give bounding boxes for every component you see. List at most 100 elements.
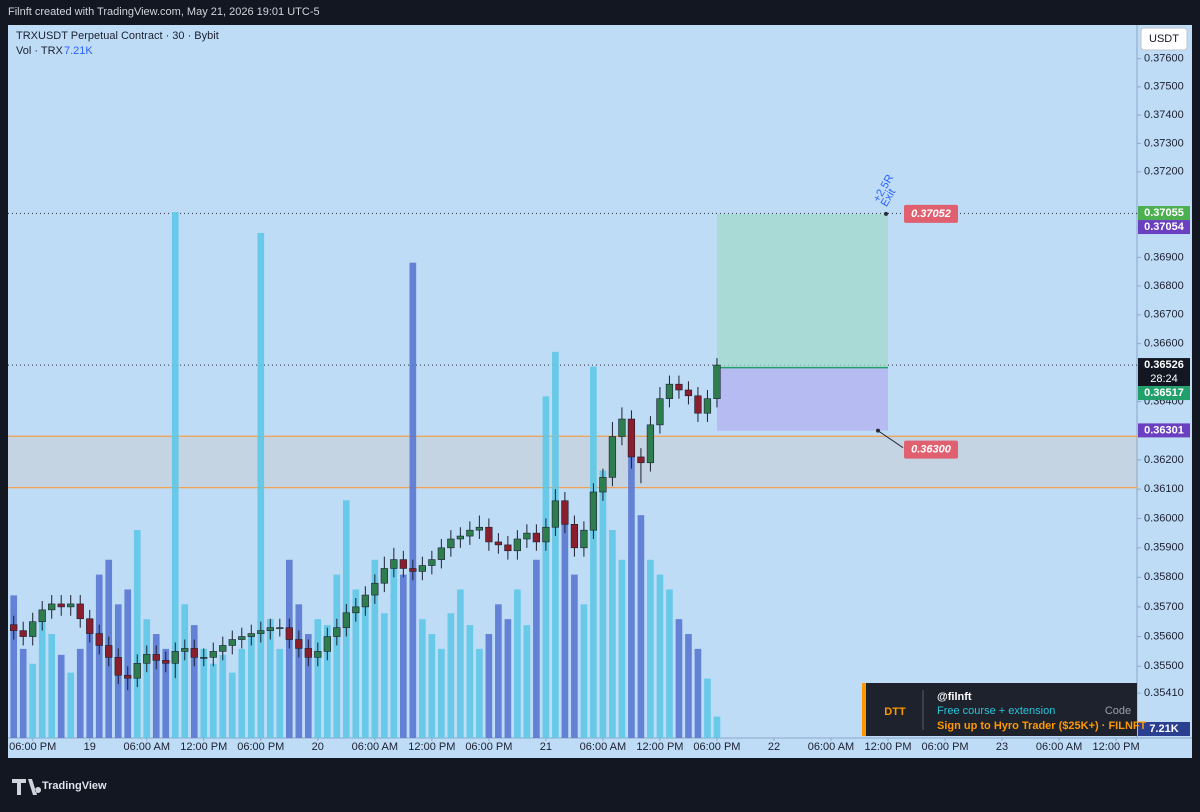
y-tick-label: 0.35700 (1144, 601, 1184, 613)
candle-body (333, 627, 341, 637)
x-tick-label: 12:00 PM (1093, 741, 1140, 753)
candle-body (86, 618, 94, 634)
currency-box[interactable] (1140, 27, 1188, 51)
volume-bar (428, 634, 436, 738)
candle-body (314, 651, 322, 658)
candle-body (247, 633, 255, 637)
candle-body (105, 645, 113, 658)
x-tick-label: 06:00 PM (237, 741, 284, 753)
candle-body (190, 648, 198, 658)
volume-bar (266, 619, 274, 738)
volume-bar (133, 530, 141, 738)
promo-handle: @filnft (937, 691, 972, 703)
price-tag (1138, 423, 1190, 438)
volume-bar (162, 648, 170, 738)
candle-body (608, 436, 617, 478)
volume-bar (523, 625, 531, 738)
candle-body (48, 603, 56, 611)
volume-bar (533, 559, 540, 738)
candle-body (209, 651, 217, 658)
candle-body (618, 418, 626, 437)
y-tick-label: 0.37200 (1144, 166, 1184, 178)
candle-body (646, 424, 655, 464)
volume-bar (390, 559, 398, 738)
y-tick-label: 0.35600 (1144, 630, 1184, 642)
candle-body (409, 568, 417, 572)
price-tag-label: 0.36526 (1144, 359, 1184, 371)
header: Filnft created with TradingView.com, May… (8, 6, 320, 18)
y-tick-label: 0.35800 (1144, 571, 1184, 583)
x-tick-label: 06:00 AM (580, 741, 626, 753)
volume-bar (419, 619, 426, 738)
volume-bar (476, 648, 483, 738)
candle-body (542, 526, 550, 543)
x-tick-label: 12:00 PM (408, 741, 455, 753)
x-tick-label: 12:00 PM (180, 741, 227, 753)
candle-body (703, 398, 712, 414)
currency[interactable]: USDT (1149, 33, 1179, 45)
volume-bar (352, 589, 360, 738)
candle-body (143, 654, 151, 664)
volume-bar (552, 351, 559, 738)
y-tick-label: 0.36200 (1144, 454, 1184, 466)
candle-body (485, 526, 493, 543)
y-tick-label: 0.36600 (1144, 338, 1184, 350)
target-label-box (904, 204, 959, 223)
candle-body (361, 594, 369, 608)
promo-badge: DTT (884, 706, 906, 718)
x-tick-label: 12:00 PM (636, 741, 683, 753)
x-tick-label: 21 (540, 741, 552, 753)
candle-body (19, 630, 27, 637)
price-tag (1138, 358, 1190, 387)
x-tick-label: 20 (312, 741, 324, 753)
volume-bar (314, 619, 322, 738)
candle-body (10, 624, 18, 631)
volume-bar (124, 589, 132, 738)
countdown: 28:24 (1150, 373, 1178, 385)
y-tick-label: 0.37500 (1144, 81, 1184, 93)
candle-body (380, 568, 388, 584)
candle-body (532, 532, 541, 543)
candle-body (599, 477, 607, 493)
candle-body (428, 559, 436, 566)
candle-body (285, 627, 293, 640)
price-tag-label: 0.37054 (1144, 221, 1185, 233)
candle-body (171, 651, 179, 664)
candle-body (95, 633, 103, 646)
candle-body (627, 418, 636, 458)
x-tick-label: 23 (996, 741, 1008, 753)
candle-body (713, 364, 721, 399)
price-tag (1138, 220, 1190, 235)
price-tag-label: 0.36517 (1144, 387, 1184, 399)
volume-bar (514, 589, 521, 738)
volume-bar (637, 515, 645, 738)
candle-body (304, 648, 312, 658)
volume-bar (590, 366, 597, 738)
candle-body (447, 538, 455, 549)
volume-bar (200, 648, 208, 738)
volume-bar (400, 574, 407, 738)
y-tick-label: 0.37400 (1144, 109, 1184, 121)
price-tag (1138, 206, 1190, 221)
volume-bar (675, 619, 683, 738)
volume-bar (238, 648, 246, 738)
volume-tag-label: 7.21K (1149, 723, 1178, 735)
volume-bar (171, 212, 179, 739)
volume-bar (409, 262, 417, 738)
volume-bar (19, 648, 27, 738)
volume-bar (48, 634, 56, 738)
candle-body (266, 627, 274, 631)
candle-body (181, 648, 189, 652)
volume-bar (247, 634, 255, 738)
promo-line2[interactable]: Sign up to Hyro Trader ($25K+) · FILNFT (937, 720, 1147, 732)
candle-body (494, 541, 502, 546)
volume-bar (304, 634, 312, 738)
candle-body (437, 547, 445, 560)
x-tick-label: 12:00 PM (864, 741, 911, 753)
volume-bar (381, 613, 388, 738)
volume-bar (599, 470, 607, 738)
volume-bar (485, 634, 493, 738)
volume-bar (694, 648, 702, 738)
target-label: 0.37052 (911, 208, 951, 220)
volume-bar (152, 634, 160, 738)
